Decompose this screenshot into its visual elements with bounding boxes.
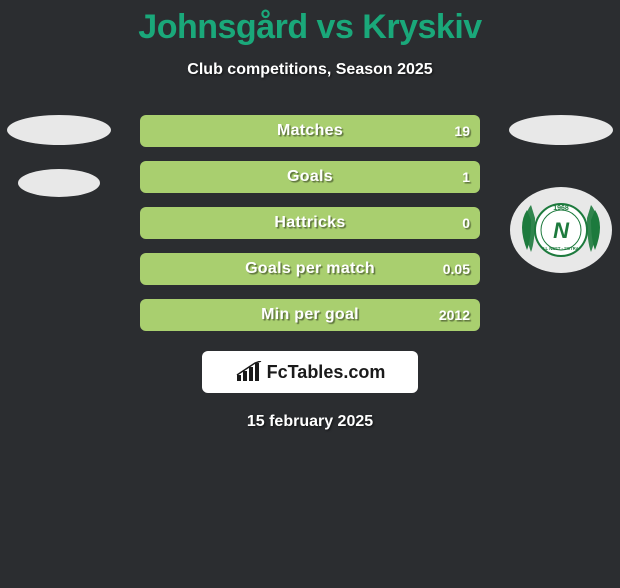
- stat-bar: Matches 19: [140, 115, 480, 147]
- crest-letter: N: [553, 218, 570, 243]
- crest-year: 1968: [553, 205, 569, 212]
- club-crest: 1968 N I.L NEST - SOTRA: [510, 187, 612, 273]
- page-title: Johnsgård vs Kryskiv: [0, 8, 620, 47]
- crest-icon: 1968 N I.L NEST - SOTRA: [510, 187, 612, 273]
- stat-label: Goals: [287, 168, 333, 186]
- stat-bar: Goals 1: [140, 161, 480, 193]
- placeholder-badge: [18, 169, 100, 197]
- stat-value: 0: [462, 215, 470, 231]
- subtitle: Club competitions, Season 2025: [0, 61, 620, 79]
- bar-chart-icon: [235, 361, 263, 383]
- logo-text: FcTables.com: [267, 362, 386, 383]
- site-logo: FcTables.com: [202, 351, 418, 393]
- stat-value: 19: [454, 123, 470, 139]
- placeholder-badge: [7, 115, 111, 145]
- stat-value: 2012: [439, 307, 470, 323]
- stat-label: Min per goal: [261, 306, 359, 324]
- placeholder-badge: [509, 115, 613, 145]
- content-area: 1968 N I.L NEST - SOTRA Matches 19 Goals 1 H…: [0, 115, 620, 431]
- right-badge-column: 1968 N I.L NEST - SOTRA: [506, 115, 616, 273]
- stat-value: 1: [462, 169, 470, 185]
- stat-value: 0.05: [443, 261, 470, 277]
- crest-club-name: I.L NEST - SOTRA: [543, 246, 579, 251]
- stat-bar: Min per goal 2012: [140, 299, 480, 331]
- stat-label: Goals per match: [245, 260, 375, 278]
- stat-bar: Hattricks 0: [140, 207, 480, 239]
- left-badge-column: [4, 115, 114, 197]
- stat-label: Matches: [277, 122, 343, 140]
- stat-label: Hattricks: [274, 214, 345, 232]
- stat-bars: Matches 19 Goals 1 Hattricks 0 Goals per match…: [140, 115, 480, 331]
- date-label: 15 february 2025: [0, 413, 620, 431]
- stat-bar: Goals per match 0.05: [140, 253, 480, 285]
